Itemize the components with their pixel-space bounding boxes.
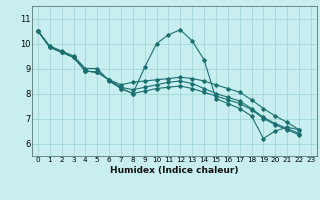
- X-axis label: Humidex (Indice chaleur): Humidex (Indice chaleur): [110, 166, 239, 175]
